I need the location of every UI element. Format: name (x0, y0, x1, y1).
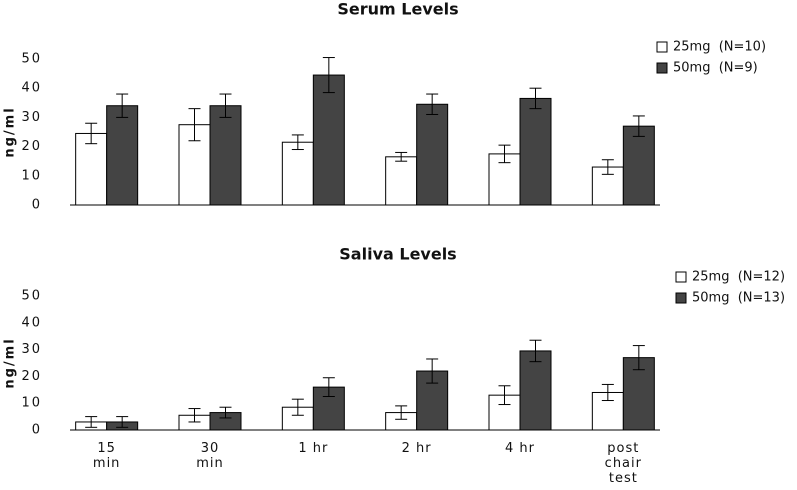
y-tick-label: 10 (21, 168, 42, 183)
bar (209, 105, 242, 206)
error-bar (188, 408, 201, 423)
y-axis-label: ng/ml (3, 337, 18, 388)
error-bar (322, 377, 335, 397)
chart-title: Saliva Levels (339, 245, 456, 264)
y-tick-label: 30 (21, 110, 42, 125)
bar (519, 97, 552, 206)
chart-title: Serum Levels (337, 0, 458, 19)
error-bar (426, 93, 439, 115)
bar (385, 156, 418, 206)
error-bar (529, 87, 542, 110)
error-bar (291, 398, 304, 416)
error-bar (291, 134, 304, 151)
error-bar (322, 57, 335, 94)
legend-swatch (656, 41, 668, 53)
y-tick-label: 40 (21, 315, 42, 330)
bar (416, 103, 449, 206)
error-bar (498, 385, 511, 406)
y-tick-label: 10 (21, 396, 42, 411)
legend-label: 50mg (N=13) (692, 291, 785, 306)
x-tick-label: 4 hr (505, 441, 535, 456)
y-tick-label: 30 (21, 342, 42, 357)
y-axis-label: ng/ml (3, 106, 18, 157)
legend-swatch (675, 292, 687, 304)
y-tick-label: 20 (21, 139, 42, 154)
error-bar (85, 416, 98, 428)
bar (312, 74, 345, 206)
bar (106, 105, 139, 206)
y-tick-label: 50 (21, 52, 42, 67)
x-tick-label: post chair test (605, 441, 642, 486)
x-tick-label: 1 hr (298, 441, 328, 456)
legend-label: 25mg (N=12) (692, 270, 785, 285)
y-tick-label: 50 (21, 289, 42, 304)
y-tick-label: 20 (21, 369, 42, 384)
error-bar (601, 383, 614, 402)
error-bar (426, 358, 439, 384)
error-bar (601, 159, 614, 175)
x-tick-label: 2 hr (402, 441, 432, 456)
error-bar (219, 93, 232, 118)
bar (281, 141, 314, 206)
x-tick-label: 30 min (196, 441, 224, 471)
error-bar (85, 122, 98, 145)
error-bar (632, 345, 645, 371)
error-bar (188, 108, 201, 142)
legend-swatch (656, 62, 668, 74)
legend-label: 50mg (N=9) (673, 61, 758, 76)
y-tick-label: 0 (32, 423, 42, 438)
error-bar (116, 93, 129, 118)
x-tick-label: 15 min (93, 441, 121, 471)
error-bar (498, 144, 511, 164)
error-bar (632, 115, 645, 137)
error-bar (395, 405, 408, 420)
bar (519, 350, 552, 431)
error-bar (219, 406, 232, 419)
y-tick-label: 40 (21, 81, 42, 96)
error-bar (395, 151, 408, 162)
legend-swatch (675, 271, 687, 283)
bar (622, 125, 655, 206)
legend-label: 25mg (N=10) (673, 40, 766, 55)
y-tick-label: 0 (32, 198, 42, 213)
error-bar (529, 339, 542, 363)
bar (75, 132, 108, 206)
error-bar (116, 416, 129, 428)
